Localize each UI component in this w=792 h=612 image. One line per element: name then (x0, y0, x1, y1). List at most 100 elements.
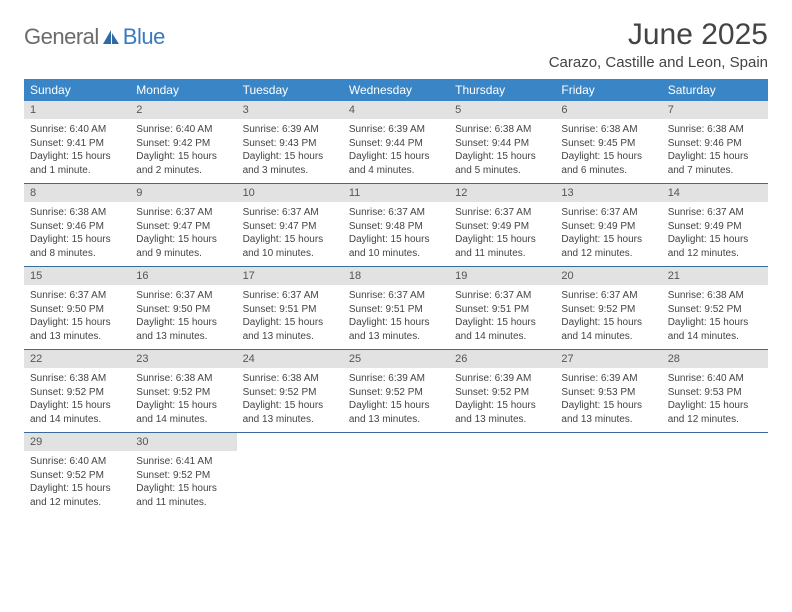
day-content-cell: Sunrise: 6:41 AMSunset: 9:52 PMDaylight:… (130, 451, 236, 515)
day-content-cell: Sunrise: 6:38 AMSunset: 9:52 PMDaylight:… (130, 368, 236, 433)
day-number-cell: 13 (555, 184, 661, 203)
day-number-cell: 27 (555, 350, 661, 369)
daylight-text: Daylight: 15 hours and 8 minutes. (30, 233, 124, 260)
day-number-cell: 24 (237, 350, 343, 369)
daylight-text: Daylight: 15 hours and 5 minutes. (455, 150, 549, 177)
daylight-text: Daylight: 15 hours and 13 minutes. (349, 316, 443, 343)
day-number-cell: 23 (130, 350, 236, 369)
daylight-text: Daylight: 15 hours and 13 minutes. (243, 316, 337, 343)
day-content-cell: Sunrise: 6:38 AMSunset: 9:45 PMDaylight:… (555, 119, 661, 184)
day-number-cell: 17 (237, 267, 343, 286)
day-content-cell: Sunrise: 6:38 AMSunset: 9:46 PMDaylight:… (24, 202, 130, 267)
day-number-cell: 9 (130, 184, 236, 203)
daylight-text: Daylight: 15 hours and 13 minutes. (30, 316, 124, 343)
daylight-text: Daylight: 15 hours and 3 minutes. (243, 150, 337, 177)
sunrise-text: Sunrise: 6:37 AM (349, 206, 443, 220)
day-content-cell: Sunrise: 6:37 AMSunset: 9:51 PMDaylight:… (237, 285, 343, 350)
day-number-cell: 3 (237, 101, 343, 119)
sunset-text: Sunset: 9:46 PM (30, 220, 124, 234)
logo: General Blue (24, 18, 165, 50)
day-number-cell: 25 (343, 350, 449, 369)
day-content-cell: Sunrise: 6:37 AMSunset: 9:50 PMDaylight:… (130, 285, 236, 350)
day-number-cell: 14 (662, 184, 768, 203)
weekday-header: Thursday (449, 79, 555, 101)
day-number-cell: 5 (449, 101, 555, 119)
weekday-header: Sunday (24, 79, 130, 101)
sunrise-text: Sunrise: 6:39 AM (455, 372, 549, 386)
sunrise-text: Sunrise: 6:37 AM (668, 206, 762, 220)
daylight-text: Daylight: 15 hours and 14 minutes. (136, 399, 230, 426)
daylight-text: Daylight: 15 hours and 14 minutes. (561, 316, 655, 343)
day-number-cell: 28 (662, 350, 768, 369)
day-content-cell: Sunrise: 6:37 AMSunset: 9:49 PMDaylight:… (555, 202, 661, 267)
sunset-text: Sunset: 9:50 PM (30, 303, 124, 317)
day-content-cell: Sunrise: 6:39 AMSunset: 9:52 PMDaylight:… (343, 368, 449, 433)
sunset-text: Sunset: 9:44 PM (455, 137, 549, 151)
logo-word-general: General (24, 24, 99, 50)
day-content-row: Sunrise: 6:37 AMSunset: 9:50 PMDaylight:… (24, 285, 768, 350)
sunset-text: Sunset: 9:50 PM (136, 303, 230, 317)
sunset-text: Sunset: 9:52 PM (349, 386, 443, 400)
daylight-text: Daylight: 15 hours and 12 minutes. (668, 233, 762, 260)
day-content-cell: Sunrise: 6:37 AMSunset: 9:52 PMDaylight:… (555, 285, 661, 350)
day-number-row: 1234567 (24, 101, 768, 119)
sunset-text: Sunset: 9:52 PM (455, 386, 549, 400)
day-content-row: Sunrise: 6:38 AMSunset: 9:46 PMDaylight:… (24, 202, 768, 267)
day-number-cell: 16 (130, 267, 236, 286)
day-content-cell: Sunrise: 6:40 AMSunset: 9:42 PMDaylight:… (130, 119, 236, 184)
day-number-cell: 26 (449, 350, 555, 369)
sunset-text: Sunset: 9:42 PM (136, 137, 230, 151)
day-number-row: 22232425262728 (24, 350, 768, 369)
sunset-text: Sunset: 9:52 PM (668, 303, 762, 317)
day-content-cell: Sunrise: 6:37 AMSunset: 9:51 PMDaylight:… (343, 285, 449, 350)
daylight-text: Daylight: 15 hours and 11 minutes. (136, 482, 230, 509)
sunrise-text: Sunrise: 6:40 AM (668, 372, 762, 386)
month-title: June 2025 (549, 18, 768, 52)
title-block: June 2025 Carazo, Castille and Leon, Spa… (549, 18, 768, 71)
sunrise-text: Sunrise: 6:38 AM (561, 123, 655, 137)
sunset-text: Sunset: 9:41 PM (30, 137, 124, 151)
weekday-header: Monday (130, 79, 236, 101)
sunset-text: Sunset: 9:52 PM (561, 303, 655, 317)
day-content-cell: Sunrise: 6:38 AMSunset: 9:52 PMDaylight:… (237, 368, 343, 433)
day-content-cell (662, 451, 768, 515)
day-content-cell: Sunrise: 6:39 AMSunset: 9:43 PMDaylight:… (237, 119, 343, 184)
sunset-text: Sunset: 9:53 PM (668, 386, 762, 400)
sunrise-text: Sunrise: 6:38 AM (136, 372, 230, 386)
sunset-text: Sunset: 9:52 PM (136, 386, 230, 400)
sunset-text: Sunset: 9:52 PM (136, 469, 230, 483)
day-content-cell: Sunrise: 6:37 AMSunset: 9:51 PMDaylight:… (449, 285, 555, 350)
day-number-row: 891011121314 (24, 184, 768, 203)
sunset-text: Sunset: 9:49 PM (455, 220, 549, 234)
weekday-header-row: Sunday Monday Tuesday Wednesday Thursday… (24, 79, 768, 101)
day-number-cell (449, 433, 555, 452)
sunrise-text: Sunrise: 6:37 AM (455, 206, 549, 220)
daylight-text: Daylight: 15 hours and 13 minutes. (136, 316, 230, 343)
sunset-text: Sunset: 9:47 PM (136, 220, 230, 234)
day-number-cell: 29 (24, 433, 130, 452)
daylight-text: Daylight: 15 hours and 13 minutes. (349, 399, 443, 426)
day-number-cell: 18 (343, 267, 449, 286)
sunrise-text: Sunrise: 6:38 AM (668, 123, 762, 137)
sunrise-text: Sunrise: 6:40 AM (30, 455, 124, 469)
day-content-cell: Sunrise: 6:40 AMSunset: 9:53 PMDaylight:… (662, 368, 768, 433)
calendar-table: Sunday Monday Tuesday Wednesday Thursday… (24, 79, 768, 515)
sunrise-text: Sunrise: 6:39 AM (243, 123, 337, 137)
day-content-row: Sunrise: 6:40 AMSunset: 9:41 PMDaylight:… (24, 119, 768, 184)
daylight-text: Daylight: 15 hours and 14 minutes. (668, 316, 762, 343)
daylight-text: Daylight: 15 hours and 13 minutes. (561, 399, 655, 426)
day-number-cell: 10 (237, 184, 343, 203)
day-content-cell (343, 451, 449, 515)
sunrise-text: Sunrise: 6:37 AM (30, 289, 124, 303)
day-number-cell: 22 (24, 350, 130, 369)
daylight-text: Daylight: 15 hours and 1 minute. (30, 150, 124, 177)
weekday-header: Wednesday (343, 79, 449, 101)
day-number-cell: 2 (130, 101, 236, 119)
day-content-cell (555, 451, 661, 515)
day-content-cell: Sunrise: 6:38 AMSunset: 9:52 PMDaylight:… (662, 285, 768, 350)
day-content-cell: Sunrise: 6:37 AMSunset: 9:48 PMDaylight:… (343, 202, 449, 267)
day-number-cell: 8 (24, 184, 130, 203)
daylight-text: Daylight: 15 hours and 14 minutes. (30, 399, 124, 426)
sunrise-text: Sunrise: 6:41 AM (136, 455, 230, 469)
sunset-text: Sunset: 9:53 PM (561, 386, 655, 400)
